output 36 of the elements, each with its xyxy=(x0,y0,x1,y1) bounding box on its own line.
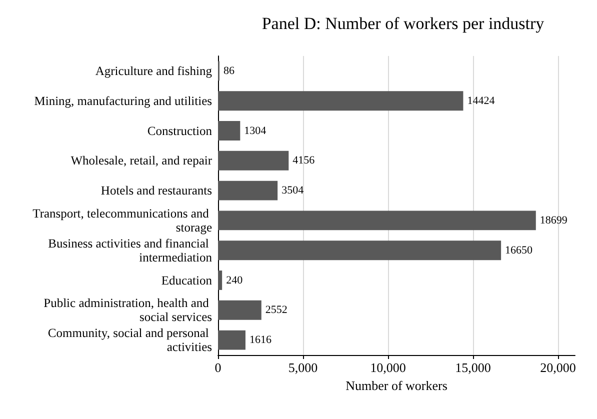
data-label: 14424 xyxy=(467,94,496,107)
data-label: 1304 xyxy=(244,124,267,137)
data-label: 16650 xyxy=(505,244,534,256)
y-tick-label: Hotels and restaurants xyxy=(100,184,212,198)
bar xyxy=(218,180,278,200)
y-tick-label: Community, social and personal activities xyxy=(48,326,212,354)
y-tick-label: Construction xyxy=(147,124,213,138)
bar xyxy=(218,121,240,140)
y-tick-label: Mining, manufacturing and utilities xyxy=(34,94,212,108)
x-axis-title: Number of workers xyxy=(346,378,448,393)
y-tick-label: Agriculture and fishing xyxy=(95,64,213,78)
bar xyxy=(218,210,536,230)
x-tick-label: 5,000 xyxy=(288,360,318,375)
y-tick-label: Transport, telecommunications and storage xyxy=(32,206,212,234)
bar xyxy=(218,270,222,290)
bar xyxy=(218,240,502,260)
x-tick-label: 15,000 xyxy=(455,360,491,375)
bar xyxy=(218,300,262,320)
y-tick-label: Education xyxy=(161,273,213,288)
data-label: 86 xyxy=(223,64,235,77)
x-tick-label: 0 xyxy=(214,360,222,375)
y-tick-label: Public administration, health and social services xyxy=(44,296,212,324)
data-label: 1616 xyxy=(249,334,272,346)
bar xyxy=(218,91,464,111)
y-tick-label: Wholesale, retail, and repair xyxy=(70,154,213,168)
bar xyxy=(218,150,289,170)
data-label: 240 xyxy=(226,274,244,286)
data-label: 3504 xyxy=(282,184,304,197)
data-label: 2552 xyxy=(265,304,288,316)
x-tick-label: 20,000 xyxy=(540,360,576,375)
y-tick-label: Business activities and financial intermediation xyxy=(48,236,213,264)
data-label: 18699 xyxy=(540,214,568,226)
bar xyxy=(218,330,246,350)
chart-title: Panel D: Number of workers per industry xyxy=(262,14,545,33)
x-tick-label: 10,000 xyxy=(370,360,406,375)
data-label: 4156 xyxy=(292,154,316,167)
